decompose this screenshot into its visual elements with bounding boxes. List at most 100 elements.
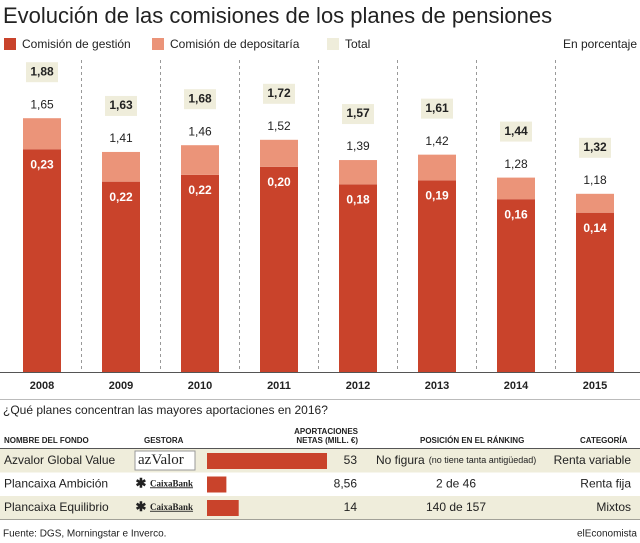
- bar-segment: [102, 151, 140, 182]
- x-tick-label: 2014: [504, 380, 529, 392]
- total-box: [184, 89, 216, 110]
- source: Fuente: DGS, Morningstar e Inverco.: [3, 529, 166, 540]
- data-label: 1,18: [583, 173, 607, 187]
- position-main: 140 de 157: [426, 500, 486, 514]
- data-label: 1,44: [504, 124, 528, 138]
- category: Mixtos: [596, 500, 631, 514]
- total-box: [421, 98, 453, 119]
- brand: elEconomista: [577, 529, 637, 540]
- data-label: 1,46: [188, 124, 212, 138]
- bar-segment: [576, 212, 614, 372]
- data-label: 1,42: [425, 134, 449, 148]
- table-title: ¿Qué planes concentran las mayores aport…: [3, 403, 328, 417]
- manager-logo: azValor: [138, 452, 184, 468]
- bar-segment: [181, 145, 219, 175]
- total-box: [342, 104, 374, 125]
- total-box: [105, 95, 137, 116]
- manager-logo: CaixaBank: [150, 502, 193, 512]
- bar-segment: [576, 193, 614, 213]
- data-label: 1,88: [30, 64, 54, 78]
- bar-segment: [497, 199, 535, 372]
- category: Renta variable: [554, 453, 632, 467]
- x-tick-label: 2015: [583, 380, 607, 392]
- position: 140 de 157: [426, 500, 486, 514]
- star: ✱: [136, 476, 147, 491]
- data-label: 1,72: [267, 86, 291, 100]
- data-label: 0,18: [346, 193, 370, 207]
- bar-segment: [181, 174, 219, 372]
- bar-segment: [260, 166, 298, 372]
- position-main: 2 de 46: [436, 476, 476, 490]
- table-header: APORTACIONES NETAS (MILL. €): [294, 427, 358, 445]
- bar-segment: [102, 181, 140, 372]
- data-label: 1,39: [346, 139, 370, 153]
- data-label: 1,52: [267, 119, 291, 133]
- fund-name: Plancaixa Ambición: [4, 476, 108, 490]
- data-label: 1,32: [583, 140, 607, 154]
- category: Renta fija: [580, 476, 631, 490]
- bar-segment: [23, 118, 61, 150]
- data-label: 0,22: [109, 190, 133, 204]
- position: No figura (no tiene tanta antigüedad): [376, 453, 536, 467]
- note: En porcentaje: [563, 37, 637, 51]
- row-bg: [0, 496, 640, 520]
- data-label: 1,68: [188, 91, 212, 105]
- data-label: 0,23: [30, 157, 54, 171]
- legend-swatch: [4, 38, 16, 50]
- legend-label: Total: [345, 37, 370, 51]
- bar-segment: [418, 180, 456, 372]
- data-label: 1,28: [504, 157, 528, 171]
- star: ✱: [136, 499, 147, 514]
- x-tick-label: 2009: [109, 380, 133, 392]
- legend-label: Comisión de gestión: [22, 37, 131, 51]
- legend-swatch: [152, 38, 164, 50]
- bar-segment: [497, 177, 535, 200]
- bar: [207, 476, 227, 493]
- x-tick-label: 2010: [188, 380, 212, 392]
- value-label: 8,56: [334, 476, 358, 490]
- total-box: [263, 83, 295, 104]
- value-label: 53: [344, 453, 358, 467]
- data-label: 0,19: [425, 188, 449, 202]
- fund-name: Azvalor Global Value: [4, 453, 115, 467]
- x-tick-label: 2011: [267, 380, 291, 392]
- data-label: 1,61: [425, 101, 449, 115]
- legend-label: Comisión de depositaría: [170, 37, 300, 51]
- manager-logo: CaixaBank: [150, 478, 193, 488]
- data-label: 0,16: [504, 207, 528, 221]
- fund-name: Plancaixa Equilibrio: [4, 500, 109, 514]
- data-label: 1,41: [109, 131, 133, 145]
- bar-segment: [418, 154, 456, 181]
- bar: [207, 500, 239, 516]
- bar-segment: [339, 160, 377, 185]
- bar-segment: [260, 139, 298, 167]
- total-box: [500, 121, 532, 142]
- bar-segment: [339, 184, 377, 372]
- position-note: (no tiene tanta antigüedad): [429, 455, 537, 465]
- bar: [207, 453, 327, 469]
- x-tick-label: 2013: [425, 380, 449, 392]
- table-header: POSICIÓN EN EL RÁNKING: [420, 436, 525, 445]
- value-label: 14: [344, 500, 358, 514]
- position-main: No figura: [376, 453, 425, 467]
- chart-title: Evolución de las comisiones de los plane…: [3, 3, 552, 28]
- logo-box: [134, 450, 196, 471]
- bar-segment: [23, 149, 61, 372]
- data-label: 1,57: [346, 106, 370, 120]
- x-tick-label: 2008: [30, 380, 54, 392]
- table-header: GESTORA: [144, 436, 184, 445]
- x-tick-label: 2012: [346, 380, 370, 392]
- total-box: [26, 62, 58, 83]
- data-label: 1,65: [30, 97, 54, 111]
- table-header: NOMBRE DEL FONDO: [4, 436, 89, 445]
- data-label: 0,20: [267, 175, 291, 189]
- total-box: [579, 137, 611, 158]
- data-label: 0,22: [188, 183, 212, 197]
- position: 2 de 46: [436, 476, 476, 490]
- data-label: 1,63: [109, 98, 133, 112]
- data-label: 0,14: [583, 221, 607, 235]
- table-header: CATEGORÍA: [580, 436, 628, 445]
- legend-swatch: [327, 38, 339, 50]
